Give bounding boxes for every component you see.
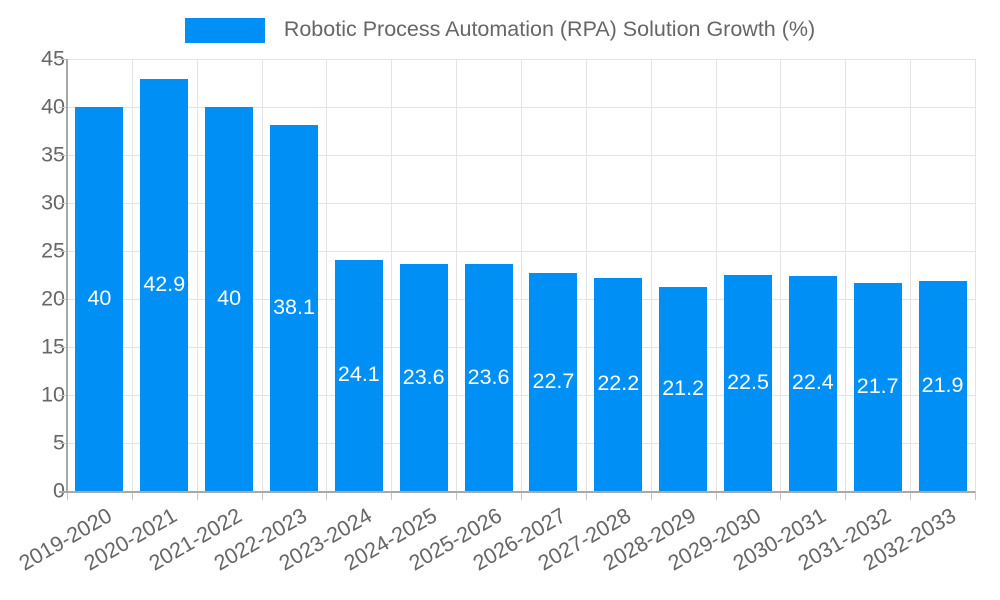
bar[interactable]: 38.1 <box>270 125 318 491</box>
bar[interactable]: 21.7 <box>853 282 902 491</box>
bar[interactable]: 42.9 <box>140 79 189 491</box>
bar[interactable]: 22.2 <box>594 277 643 491</box>
x-axis-line <box>59 491 975 493</box>
bar-value-label: 38.1 <box>273 295 315 320</box>
x-tick-mark <box>586 491 587 500</box>
y-tick-mark <box>59 443 67 444</box>
gridline-vertical <box>262 59 263 491</box>
bar-value-label: 42.9 <box>143 272 186 297</box>
y-tick-mark <box>59 203 67 204</box>
bar[interactable]: 22.4 <box>788 275 837 491</box>
y-tick-label: 20 <box>41 286 65 311</box>
bar-value-label: 40 <box>87 286 112 310</box>
bar-value-label: 23.6 <box>402 364 445 389</box>
x-tick-mark <box>132 491 133 500</box>
gridline-vertical <box>197 59 198 491</box>
gridline-vertical <box>326 59 327 491</box>
gridline-vertical <box>456 59 457 491</box>
bar-value-label: 24.1 <box>337 362 380 387</box>
y-tick-label: 35 <box>41 142 65 167</box>
x-tick-mark <box>197 491 198 500</box>
bar[interactable]: 24.1 <box>334 259 383 491</box>
bar[interactable]: 22.7 <box>529 273 578 491</box>
x-tick-mark <box>975 491 976 500</box>
y-tick-label: 0 <box>5 480 65 502</box>
bar[interactable]: 23.6 <box>399 264 448 491</box>
bar-value-label: 22.2 <box>597 371 640 396</box>
chart-legend: Robotic Process Automation (RPA) Solutio… <box>0 14 1000 46</box>
gridline-vertical <box>521 59 522 491</box>
gridline-vertical <box>975 59 976 491</box>
x-tick-mark <box>716 491 717 500</box>
y-tick-mark <box>59 107 67 108</box>
gridline-vertical <box>391 59 392 491</box>
bar-value-label: 40 <box>217 286 242 310</box>
x-tick-mark <box>326 491 327 500</box>
y-tick-label: 10 <box>41 382 65 407</box>
x-tick-mark <box>910 491 911 500</box>
gridline-vertical <box>132 59 133 491</box>
y-tick-mark <box>59 347 67 348</box>
bar[interactable]: 23.6 <box>464 264 513 491</box>
plot-area: 40 42.9 40 38.1 24.1 23.6 23.6 22.7 22.2 21.2 22.5… <box>15 59 976 575</box>
y-tick-label: 15 <box>41 334 65 359</box>
bar[interactable]: 21.2 <box>659 287 708 491</box>
x-tick-mark <box>391 491 392 500</box>
x-tick-mark <box>845 491 846 500</box>
y-tick-mark <box>59 59 67 60</box>
bar-value-label: 21.9 <box>921 372 964 397</box>
gridline-vertical <box>780 59 781 491</box>
bar-value-label: 21.7 <box>856 373 899 398</box>
gridline-vertical <box>845 59 846 491</box>
x-tick-mark <box>67 491 68 500</box>
legend-color-swatch[interactable] <box>184 17 265 43</box>
bar-value-label: 21.2 <box>662 376 705 401</box>
x-tick-mark <box>780 491 781 500</box>
bar-value-label: 22.4 <box>791 370 834 395</box>
y-tick-label: 25 <box>41 238 65 263</box>
x-tick-mark <box>651 491 652 500</box>
y-tick-label: 40 <box>41 94 65 119</box>
bar[interactable]: 22.5 <box>724 275 772 491</box>
gridline-vertical <box>910 59 911 491</box>
x-tick-mark <box>262 491 263 500</box>
gridline-vertical <box>651 59 652 491</box>
x-tick-mark <box>521 491 522 500</box>
y-tick-mark <box>59 251 67 252</box>
y-tick-mark <box>59 299 67 300</box>
y-axis-line <box>66 59 68 492</box>
gridline-vertical <box>586 59 587 491</box>
bar-value-label: 22.7 <box>532 369 575 394</box>
legend-series-label: Robotic Process Automation (RPA) Solutio… <box>283 17 816 42</box>
y-tick-mark <box>59 395 67 396</box>
bar[interactable]: 40 <box>205 107 254 491</box>
bar-value-label: 22.5 <box>727 370 769 394</box>
bar[interactable]: 21.9 <box>918 280 967 491</box>
y-tick-label: 45 <box>41 46 65 71</box>
y-tick-label: 5 <box>5 432 65 454</box>
y-tick-label: 30 <box>41 190 65 215</box>
y-tick-mark <box>59 155 67 156</box>
gridline-vertical <box>716 59 717 491</box>
bar-value-label: 23.6 <box>467 364 510 389</box>
bar[interactable]: 40 <box>75 107 124 491</box>
x-tick-mark <box>456 491 457 500</box>
